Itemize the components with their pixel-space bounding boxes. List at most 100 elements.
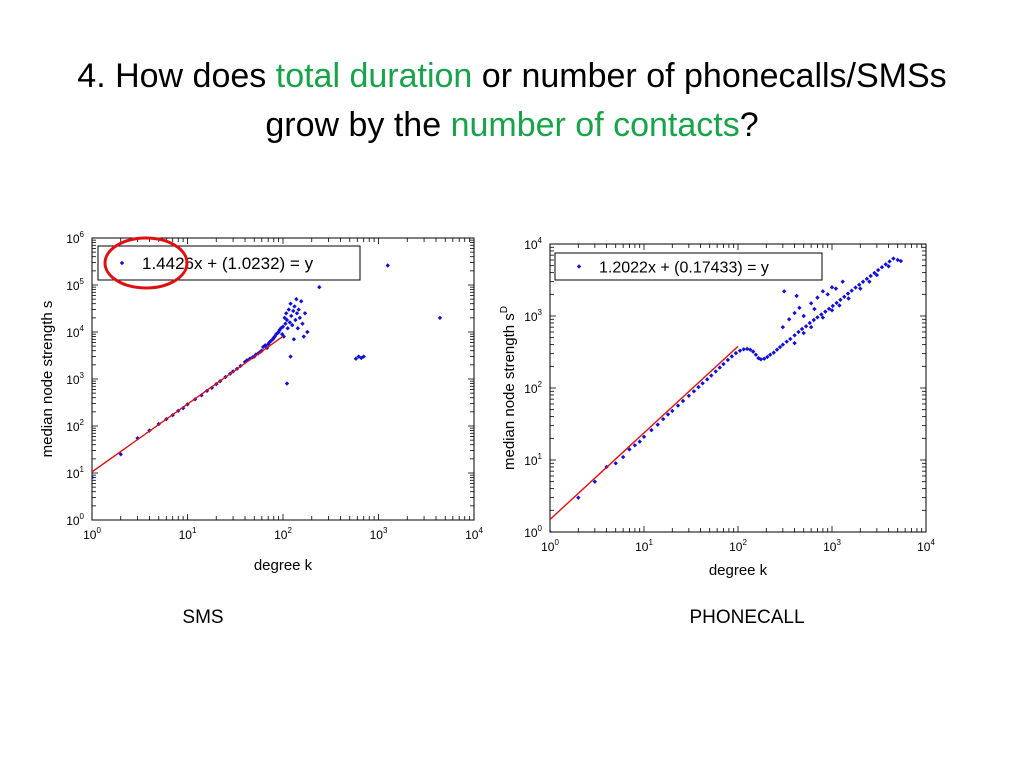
data-point [294, 296, 299, 302]
y-tick-label: 101 [66, 465, 84, 481]
data-layer [92, 263, 443, 480]
y-tick-label: 100 [66, 512, 84, 528]
data-point [118, 452, 123, 457]
phonecall-chart-svg: 100 101 102 103 104 100 101 102 103 104 degree k me… [499, 236, 935, 579]
x-tick-label: 104 [917, 538, 935, 554]
data-point [797, 305, 802, 310]
data-point [867, 279, 872, 284]
legend-box [97, 245, 361, 281]
data-point [291, 337, 297, 342]
data-point [842, 294, 847, 299]
data-point [302, 311, 308, 316]
data-point [792, 310, 797, 316]
data-point [298, 299, 304, 304]
legend-text: 1.2022x + (0.17433) = y [599, 260, 769, 277]
data-point [803, 324, 809, 329]
data-point [285, 326, 290, 331]
x-tick-label: 100 [83, 526, 101, 542]
legend-text: 1.4426x + (1.0232) = y [142, 254, 314, 273]
y-tick-label: 106 [66, 230, 84, 246]
data-point [288, 354, 293, 359]
x-tick-label: 102 [274, 526, 292, 542]
data-point [665, 412, 671, 417]
y-axis-label: median node strength sD [499, 306, 518, 470]
slide-title: 4. How does total duration or number of … [0, 52, 1024, 150]
data-point [780, 324, 786, 330]
data-point [840, 279, 845, 284]
data-point [295, 326, 301, 331]
legend-box [554, 252, 823, 281]
data-point [691, 389, 697, 394]
data-point [792, 333, 797, 338]
data-point [721, 361, 726, 367]
data-point [300, 321, 305, 326]
title-text: ? [739, 106, 759, 144]
data-point [297, 315, 303, 321]
data-point [271, 335, 276, 341]
data-point [660, 416, 666, 422]
data-point [282, 315, 287, 321]
data-point [829, 308, 835, 313]
data-point [92, 475, 95, 480]
plot-frame [91, 237, 475, 521]
data-point [891, 256, 896, 261]
highlight-circle [103, 236, 189, 290]
title-highlight-total-duration: total duration [275, 57, 473, 95]
sms-chart: 100 101 102 103 104 100 101 102 103 104 105 106 degr… [36, 224, 486, 584]
x-tick-label: 101 [179, 526, 197, 542]
data-point [437, 315, 443, 321]
data-point [741, 347, 746, 352]
data-point [291, 308, 296, 314]
data-point [284, 381, 290, 386]
y-tick-label: 101 [524, 452, 542, 468]
y-tick-label: 102 [66, 418, 84, 434]
data-point [808, 301, 814, 306]
data-point [305, 329, 310, 335]
data-point [284, 317, 290, 323]
fit-line [92, 335, 284, 473]
data-point [771, 350, 776, 355]
data-point [794, 293, 799, 299]
data-point [781, 289, 787, 294]
data-point [293, 317, 298, 323]
data-point [875, 267, 881, 273]
data-point [283, 321, 288, 326]
y-tick-label: 104 [524, 236, 542, 252]
fit-line [550, 345, 739, 520]
data-point [838, 297, 843, 302]
legend-marker [576, 264, 582, 269]
data-point [750, 349, 756, 354]
title-text: grow by the [265, 106, 451, 144]
data-point [274, 331, 279, 337]
title-highlight-number-of-contacts: number of contacts [450, 106, 740, 144]
legend-marker [119, 260, 125, 266]
phonecall-caption: PHONECALL [689, 607, 805, 628]
data-point [780, 342, 786, 347]
data-point [864, 276, 870, 282]
data-point [268, 338, 274, 343]
data-point [288, 301, 293, 306]
data-point [272, 334, 277, 339]
data-point [280, 324, 286, 329]
x-axis-label: degree k [254, 557, 313, 574]
data-point [756, 355, 761, 361]
x-tick-label: 101 [635, 538, 653, 554]
title-line-1: 4. How does total duration or number of … [0, 52, 1024, 101]
data-point [289, 313, 294, 319]
data-point [815, 315, 820, 320]
data-point [301, 334, 306, 339]
x-axis-label: degree k [709, 562, 768, 579]
y-tick-label: 105 [66, 277, 84, 293]
data-point [286, 307, 291, 312]
data-point [294, 311, 300, 316]
data-point [777, 344, 783, 350]
data-point [361, 354, 366, 359]
data-point [767, 352, 773, 357]
data-point [277, 327, 282, 333]
data-point [774, 347, 780, 352]
x-tick-label: 102 [729, 538, 747, 554]
sms-caption: SMS [182, 607, 224, 628]
data-point [801, 313, 806, 319]
data-point [287, 320, 293, 325]
data-point [675, 403, 681, 408]
